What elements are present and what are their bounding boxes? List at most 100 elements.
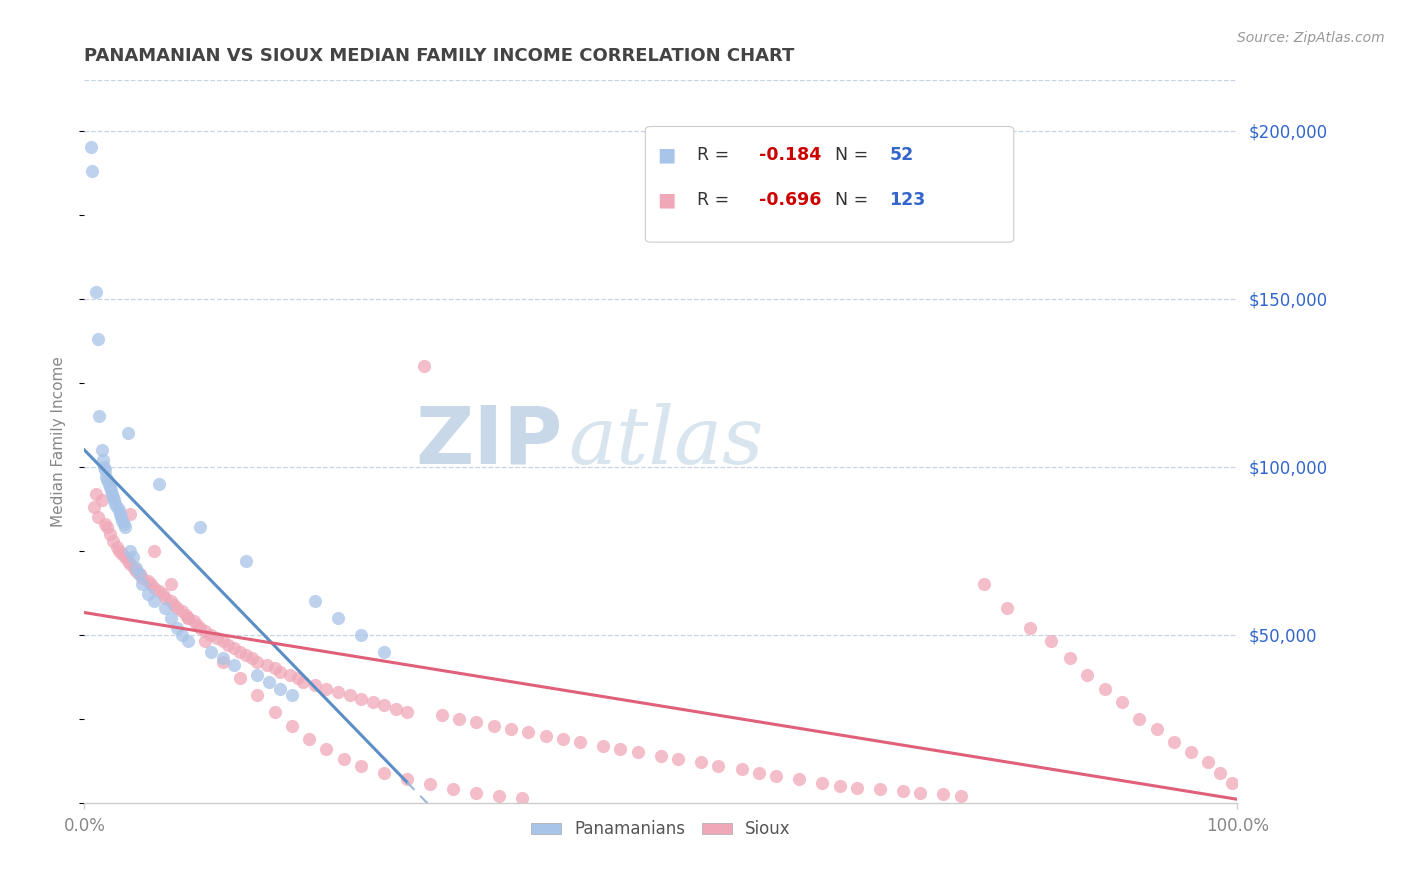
Point <box>298 731 321 746</box>
Point <box>117 426 139 441</box>
Point <box>413 359 436 373</box>
Point <box>256 658 278 673</box>
Point <box>224 641 246 656</box>
Point <box>141 577 163 591</box>
Point <box>136 574 159 588</box>
Point <box>142 581 165 595</box>
Point <box>177 634 200 648</box>
Text: ZIP: ZIP <box>416 402 562 481</box>
Point <box>465 715 488 730</box>
Point <box>1220 775 1243 789</box>
Point <box>512 790 534 805</box>
Point <box>350 628 373 642</box>
Point <box>188 621 211 635</box>
Point <box>765 769 787 783</box>
Point <box>1111 695 1133 709</box>
Point <box>82 164 104 178</box>
Point <box>218 638 240 652</box>
Point <box>488 789 510 803</box>
Point <box>177 611 200 625</box>
Point <box>845 780 868 795</box>
Point <box>177 611 200 625</box>
Point <box>627 745 650 759</box>
Point <box>211 655 233 669</box>
Point <box>304 678 326 692</box>
Text: 123: 123 <box>890 191 925 209</box>
Point <box>80 140 103 154</box>
Point <box>194 634 217 648</box>
Point <box>160 577 183 591</box>
Point <box>257 674 280 689</box>
Point <box>121 550 143 565</box>
Point <box>125 564 148 578</box>
Point <box>1209 765 1232 780</box>
Point <box>98 480 121 494</box>
Point <box>811 775 834 789</box>
Point <box>211 634 233 648</box>
Point <box>224 658 246 673</box>
Point <box>373 698 395 713</box>
Point <box>246 668 269 682</box>
Text: 52: 52 <box>890 146 914 164</box>
Point <box>592 739 614 753</box>
Point <box>110 510 132 524</box>
Point <box>96 520 118 534</box>
Point <box>384 702 406 716</box>
Point <box>373 765 395 780</box>
Point <box>166 621 188 635</box>
Point <box>103 533 124 548</box>
Text: N =: N = <box>835 146 869 164</box>
Point <box>690 756 713 770</box>
Y-axis label: Median Family Income: Median Family Income <box>51 356 66 527</box>
Point <box>1128 712 1150 726</box>
Point <box>200 628 222 642</box>
Point <box>499 722 522 736</box>
Point <box>120 558 142 572</box>
Point <box>160 611 183 625</box>
Point <box>97 476 120 491</box>
Point <box>666 752 689 766</box>
Point <box>194 624 217 639</box>
Point <box>174 607 197 622</box>
Point <box>148 476 170 491</box>
Point <box>326 685 349 699</box>
Point <box>449 712 471 726</box>
Text: -0.696: -0.696 <box>759 191 821 209</box>
Text: -0.184: -0.184 <box>759 146 821 164</box>
Point <box>152 587 174 601</box>
Point <box>869 782 891 797</box>
Legend: Panamanians, Sioux: Panamanians, Sioux <box>524 814 797 845</box>
Point <box>200 644 222 658</box>
Point <box>551 731 574 746</box>
Point <box>136 587 159 601</box>
Point <box>98 527 121 541</box>
Point <box>111 547 134 561</box>
Point <box>932 788 955 802</box>
Text: PANAMANIAN VS SIOUX MEDIAN FAMILY INCOME CORRELATION CHART: PANAMANIAN VS SIOUX MEDIAN FAMILY INCOME… <box>84 47 794 65</box>
Point <box>93 459 115 474</box>
Point <box>105 541 128 555</box>
Point <box>1059 651 1081 665</box>
Point <box>128 567 150 582</box>
Point <box>186 617 208 632</box>
Point <box>1094 681 1116 696</box>
Point <box>787 772 810 787</box>
Point <box>142 594 165 608</box>
Point <box>315 742 337 756</box>
Point <box>973 577 995 591</box>
Point <box>100 483 122 498</box>
Point <box>96 470 118 484</box>
Point <box>122 560 145 574</box>
Point <box>396 705 419 719</box>
Point <box>153 600 176 615</box>
Point <box>112 516 135 531</box>
Point <box>910 786 932 800</box>
Point <box>707 759 730 773</box>
Point <box>101 486 124 500</box>
Text: N =: N = <box>835 191 869 209</box>
Point <box>117 554 139 568</box>
Point <box>183 615 205 629</box>
Point <box>166 600 188 615</box>
Point <box>94 463 117 477</box>
Point <box>1146 722 1168 736</box>
